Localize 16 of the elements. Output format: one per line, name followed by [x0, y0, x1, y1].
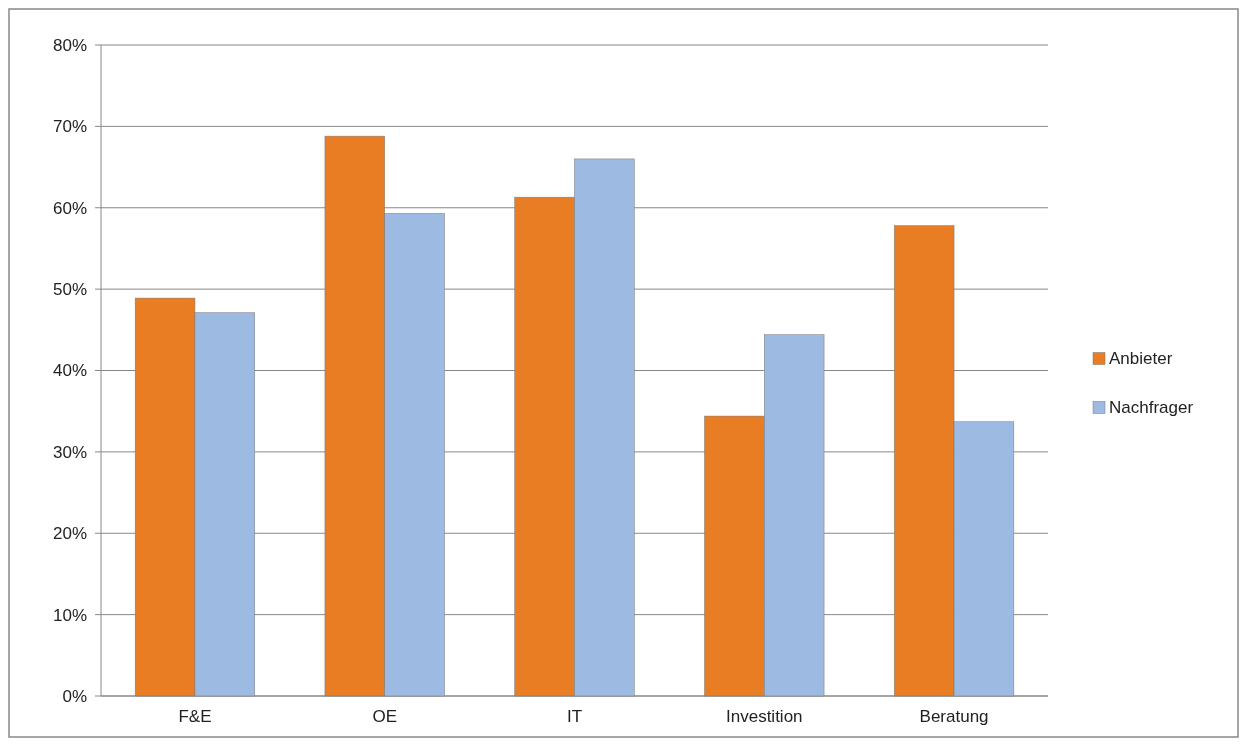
x-tick-label: Beratung: [919, 707, 989, 726]
y-tick-label: 40%: [52, 361, 87, 381]
legend-label: Anbieter: [1109, 349, 1173, 369]
x-tick-label: Investition: [726, 707, 803, 726]
y-tick-label: 0%: [62, 686, 87, 706]
legend-label: Nachfrager: [1109, 398, 1194, 418]
y-tick-label: 50%: [52, 280, 87, 300]
x-tick-label: F&E: [178, 707, 212, 726]
x-tick-label: IT: [566, 707, 583, 726]
y-tick-label: 80%: [52, 35, 87, 55]
y-tick-label: 30%: [52, 442, 87, 462]
x-tick-label: OE: [372, 707, 397, 726]
y-tick-label: 70%: [52, 117, 87, 137]
y-tick-label: 20%: [52, 524, 87, 544]
y-tick-label: 60%: [52, 198, 87, 218]
y-tick-label: 10%: [52, 605, 87, 625]
